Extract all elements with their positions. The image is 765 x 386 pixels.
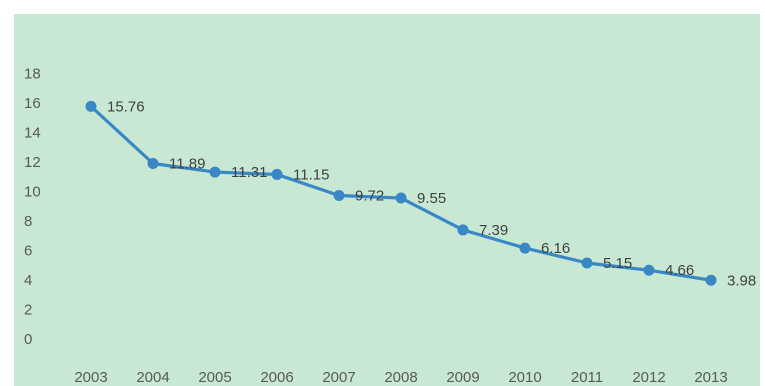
x-tick-label: 2005: [198, 369, 231, 386]
x-axis: 2003 2004 2005 2006 2007 2008 2009 2010 2011 2012…: [74, 369, 727, 386]
y-tick-label: 16: [24, 95, 41, 112]
data-label: 3.98: [727, 272, 756, 289]
y-tick-label: 2: [24, 301, 32, 318]
y-tick-label: 0: [24, 331, 32, 348]
data-label: 15.76: [107, 98, 145, 115]
chart-area: 0 2 4 6 8 10 12 14 16 18 2003 2004 2005 2006 2007 2008…: [14, 14, 760, 386]
x-tick-label: 2008: [384, 369, 417, 386]
data-point: [519, 242, 531, 254]
data-point: [85, 100, 97, 112]
y-tick-label: 12: [24, 154, 41, 171]
data-label: 9.72: [355, 188, 384, 205]
data-label: 9.55: [417, 190, 446, 207]
x-tick-label: 2011: [571, 369, 603, 386]
data-label: 6.16: [541, 240, 570, 257]
data-point: [581, 257, 593, 269]
data-point: [395, 192, 407, 204]
data-label: 11.15: [293, 166, 329, 183]
data-label: 11.89: [169, 156, 205, 173]
y-tick-label: 4: [24, 272, 32, 289]
x-tick-label: 2004: [136, 369, 169, 386]
series-group: [85, 100, 717, 286]
x-tick-label: 2006: [260, 369, 293, 386]
y-tick-label: 6: [24, 242, 32, 259]
data-label: 5.15: [603, 255, 632, 272]
x-tick-label: 2010: [508, 369, 541, 386]
x-tick-label: 2003: [74, 369, 107, 386]
data-point: [147, 158, 159, 170]
y-axis: 0 2 4 6 8 10 12 14 16 18: [24, 65, 41, 348]
data-point: [705, 274, 717, 286]
x-tick-label: 2007: [322, 369, 355, 386]
x-tick-label: 2009: [446, 369, 479, 386]
data-point: [209, 166, 221, 178]
y-tick-label: 14: [24, 124, 41, 141]
line-chart: 0 2 4 6 8 10 12 14 16 18 2003 2004 2005 2006 2007 2008…: [24, 65, 756, 386]
data-point: [333, 190, 345, 202]
data-label: 11.31: [231, 164, 267, 181]
data-point: [643, 264, 655, 276]
data-labels: 15.76 11.89 11.31 11.15 9.72 9.55 7.39 6.16 5.15…: [107, 98, 756, 289]
data-point: [457, 224, 469, 236]
x-tick-label: 2012: [632, 369, 665, 386]
data-label: 7.39: [479, 222, 508, 239]
x-tick-label: 2013: [694, 369, 727, 386]
y-tick-label: 18: [24, 65, 41, 82]
data-label: 4.66: [665, 262, 694, 279]
data-point: [271, 168, 283, 180]
y-tick-label: 8: [24, 213, 32, 230]
y-tick-label: 10: [24, 183, 41, 200]
